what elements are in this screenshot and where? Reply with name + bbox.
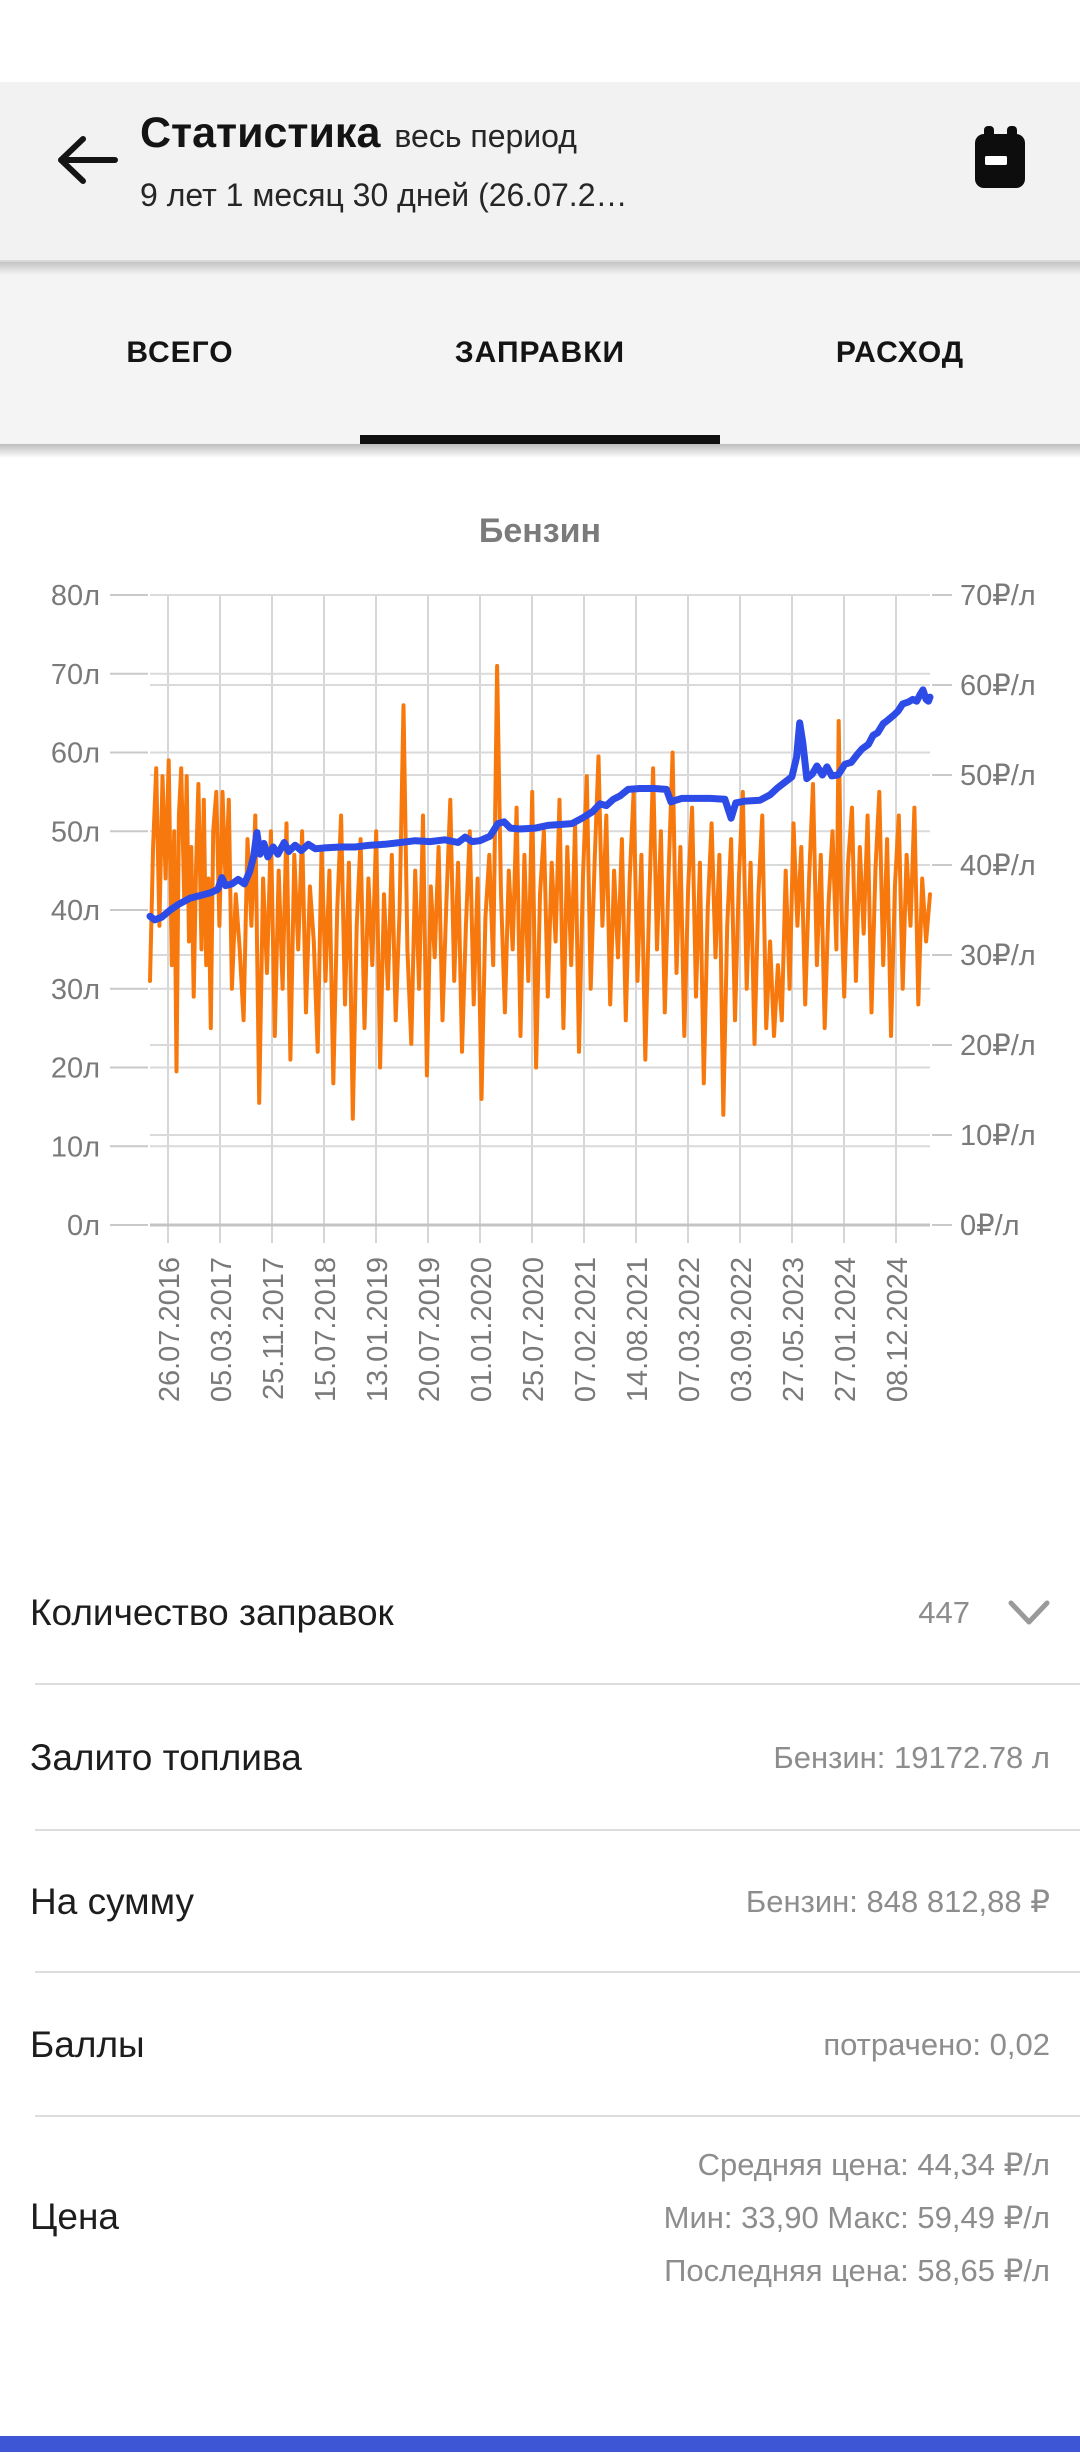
row-refuel-count-label: Количество заправок xyxy=(30,1591,394,1633)
svg-text:15.07.2018: 15.07.2018 xyxy=(310,1257,342,1402)
back-arrow-icon xyxy=(58,136,118,184)
tabbar-shadow xyxy=(0,444,1080,458)
stats-list: Количество заправок 447 Залито топлива Б… xyxy=(0,1540,1080,2317)
svg-text:20₽/л: 20₽/л xyxy=(960,1030,1036,1062)
row-points-label: Баллы xyxy=(30,2024,145,2065)
svg-text:05.03.2017: 05.03.2017 xyxy=(206,1257,238,1402)
svg-text:70₽/л: 70₽/л xyxy=(960,580,1036,612)
tab-refuels-label: ЗАПРАВКИ xyxy=(454,336,626,369)
row-points: Баллы потрачено: 0,02 xyxy=(0,1973,1080,2117)
row-total-cost-label: На сумму xyxy=(30,1881,194,1922)
back-button[interactable] xyxy=(44,118,128,202)
row-price: Цена Средняя цена: 44,34 ₽/л Мин: 33,90 … xyxy=(0,2117,1080,2317)
svg-text:10₽/л: 10₽/л xyxy=(960,1120,1036,1152)
min-max-price: Мин: 33,90 Макс: 59,49 ₽/л xyxy=(663,2199,1050,2235)
svg-text:27.01.2024: 27.01.2024 xyxy=(830,1257,862,1402)
tab-total[interactable]: ВСЕГО xyxy=(0,262,360,444)
row-fuel-volume-label: Залито топлива xyxy=(30,1737,302,1778)
fuel-chart: 0₽/л 10₽/л 20₽/л 30₽/л 40₽/л 50₽/л 60₽/л 70₽/л 0… xyxy=(0,560,1080,1465)
app-bar: Статистика весь период 9 лет 1 месяц 30 д… xyxy=(0,82,1080,262)
bottom-accent-bar xyxy=(0,2436,1080,2452)
svg-text:13.01.2019: 13.01.2019 xyxy=(362,1257,394,1402)
tab-consumption[interactable]: РАСХОД xyxy=(720,262,1080,444)
row-divider xyxy=(35,1829,1080,1831)
svg-text:0₽/л: 0₽/л xyxy=(960,1210,1020,1242)
row-divider xyxy=(35,1971,1080,1973)
page-title: Статистика xyxy=(140,109,381,157)
svg-text:50л: 50л xyxy=(51,816,100,848)
svg-text:30л: 30л xyxy=(51,974,100,1006)
row-refuel-count-value: 447 xyxy=(918,1594,970,1630)
expand-row-button[interactable] xyxy=(1008,1600,1050,1626)
svg-text:27.05.2023: 27.05.2023 xyxy=(778,1257,810,1402)
row-divider xyxy=(35,2115,1080,2117)
last-price: Последняя цена: 58,65 ₽/л xyxy=(664,2252,1050,2288)
date-range-button[interactable] xyxy=(960,116,1040,202)
svg-text:14.08.2021: 14.08.2021 xyxy=(622,1257,654,1402)
row-fuel-volume-value: Бензин: 19172.78 л xyxy=(773,1740,1050,1775)
svg-text:07.03.2022: 07.03.2022 xyxy=(674,1257,706,1402)
row-fuel-volume: Залито топлива Бензин: 19172.78 л xyxy=(0,1685,1080,1831)
tab-refuels[interactable]: ЗАПРАВКИ xyxy=(360,262,720,444)
svg-text:07.02.2021: 07.02.2021 xyxy=(570,1257,602,1402)
svg-text:40л: 40л xyxy=(51,895,100,927)
period-detail: 9 лет 1 месяц 30 дней (26.07.2… xyxy=(140,177,628,213)
tab-consumption-label: РАСХОД xyxy=(835,336,965,369)
avg-price: Средняя цена: 44,34 ₽/л xyxy=(697,2146,1050,2182)
row-total-cost-value: Бензин: 848 812,88 ₽ xyxy=(745,1884,1050,1919)
svg-text:08.12.2024: 08.12.2024 xyxy=(882,1257,914,1402)
svg-text:40₽/л: 40₽/л xyxy=(960,850,1036,882)
svg-text:20.07.2019: 20.07.2019 xyxy=(414,1257,446,1402)
period-label: весь период xyxy=(394,118,577,154)
row-price-label: Цена xyxy=(30,2196,119,2237)
chart-title: Бензин xyxy=(478,512,602,550)
svg-text:20л: 20л xyxy=(51,1053,100,1085)
chevron-down-icon xyxy=(1008,1600,1050,1624)
calendar-icon xyxy=(975,126,1025,188)
svg-text:01.01.2020: 01.01.2020 xyxy=(466,1257,498,1402)
svg-text:25.07.2020: 25.07.2020 xyxy=(518,1257,550,1402)
row-refuel-count[interactable]: Количество заправок 447 xyxy=(0,1540,1080,1685)
row-divider xyxy=(35,1683,1080,1685)
row-total-cost: На сумму Бензин: 848 812,88 ₽ xyxy=(0,1831,1080,1973)
svg-text:80л: 80л xyxy=(51,580,100,612)
svg-text:10л: 10л xyxy=(51,1131,100,1163)
svg-text:25.11.2017: 25.11.2017 xyxy=(258,1257,290,1400)
tab-bar: ВСЕГО ЗАПРАВКИ РАСХОД xyxy=(0,262,1080,444)
svg-text:30₽/л: 30₽/л xyxy=(960,940,1036,972)
svg-text:60₽/л: 60₽/л xyxy=(960,670,1036,702)
title-block: Статистика весь период 9 лет 1 месяц 30 д… xyxy=(140,104,900,218)
row-points-value: потрачено: 0,02 xyxy=(823,2027,1050,2062)
svg-text:03.09.2022: 03.09.2022 xyxy=(726,1257,758,1402)
active-tab-indicator xyxy=(360,435,720,444)
svg-text:26.07.2016: 26.07.2016 xyxy=(154,1257,186,1402)
row-price-values: Средняя цена: 44,34 ₽/л Мин: 33,90 Макс:… xyxy=(664,2138,1050,2297)
svg-text:0л: 0л xyxy=(67,1210,100,1242)
svg-text:60л: 60л xyxy=(51,738,100,770)
svg-text:70л: 70л xyxy=(51,659,100,691)
svg-text:50₽/л: 50₽/л xyxy=(960,760,1036,792)
tab-total-label: ВСЕГО xyxy=(126,336,234,369)
appbar-divider xyxy=(0,260,1080,262)
